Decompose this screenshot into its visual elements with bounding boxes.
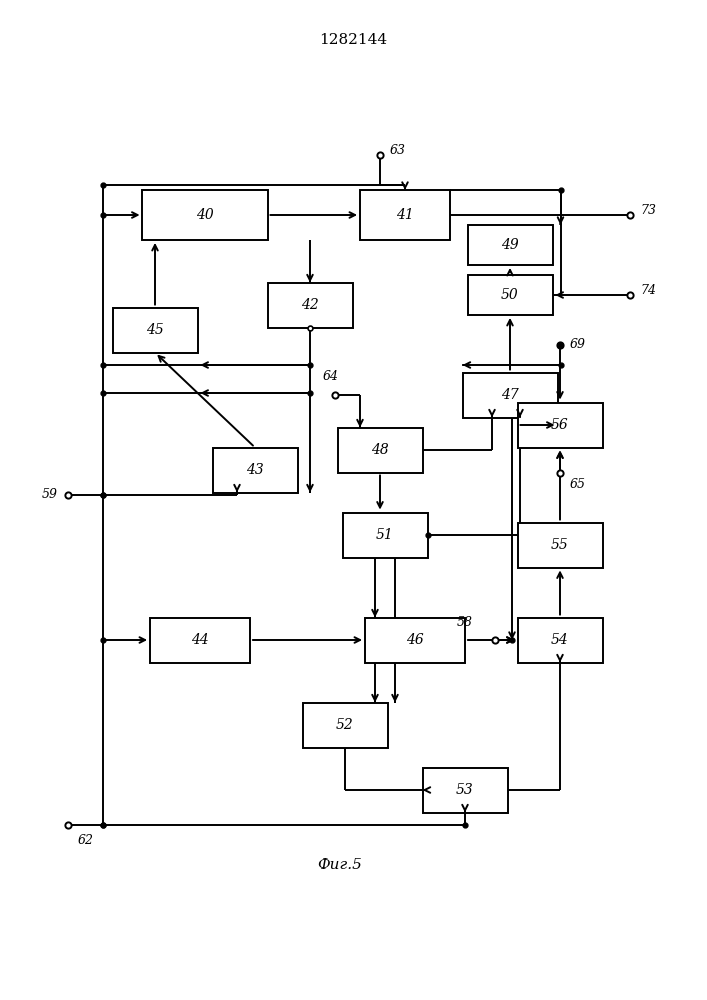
Bar [342, 512, 428, 557]
Text: 45: 45 [146, 323, 164, 337]
Text: 42: 42 [301, 298, 319, 312]
Text: 41: 41 [396, 208, 414, 222]
Text: 59: 59 [42, 488, 58, 502]
Text: 50: 50 [501, 288, 519, 302]
Text: 64: 64 [323, 370, 339, 383]
Bar [467, 225, 552, 265]
Bar [267, 282, 353, 328]
Bar [365, 617, 465, 662]
Text: 44: 44 [191, 633, 209, 647]
Bar [112, 308, 197, 353]
Text: Фиг.5: Фиг.5 [317, 858, 363, 872]
Bar [337, 428, 423, 473]
Bar [423, 768, 508, 812]
Text: 55: 55 [551, 538, 569, 552]
Text: 73: 73 [640, 204, 656, 217]
Text: 63: 63 [390, 143, 406, 156]
Text: 52: 52 [336, 718, 354, 732]
Bar [518, 522, 602, 568]
Text: 46: 46 [406, 633, 424, 647]
Text: 65: 65 [570, 479, 586, 491]
Text: 48: 48 [371, 443, 389, 457]
Text: 54: 54 [551, 633, 569, 647]
Text: 53: 53 [456, 783, 474, 797]
Bar [360, 190, 450, 240]
Bar [467, 275, 552, 315]
Bar [462, 372, 558, 418]
Bar [518, 402, 602, 448]
Text: 49: 49 [501, 238, 519, 252]
Text: 56: 56 [551, 418, 569, 432]
Text: 47: 47 [501, 388, 519, 402]
Text: 58: 58 [457, 615, 473, 629]
Bar [518, 617, 602, 662]
Text: 69: 69 [570, 338, 586, 352]
Bar [303, 702, 387, 748]
Bar [143, 190, 267, 240]
Text: 62: 62 [78, 834, 94, 846]
Text: 1282144: 1282144 [320, 33, 387, 47]
Text: 40: 40 [196, 208, 214, 222]
Bar [213, 448, 298, 492]
Bar [150, 617, 250, 662]
Text: 74: 74 [640, 284, 656, 296]
Text: 43: 43 [246, 463, 264, 477]
Text: 51: 51 [376, 528, 394, 542]
